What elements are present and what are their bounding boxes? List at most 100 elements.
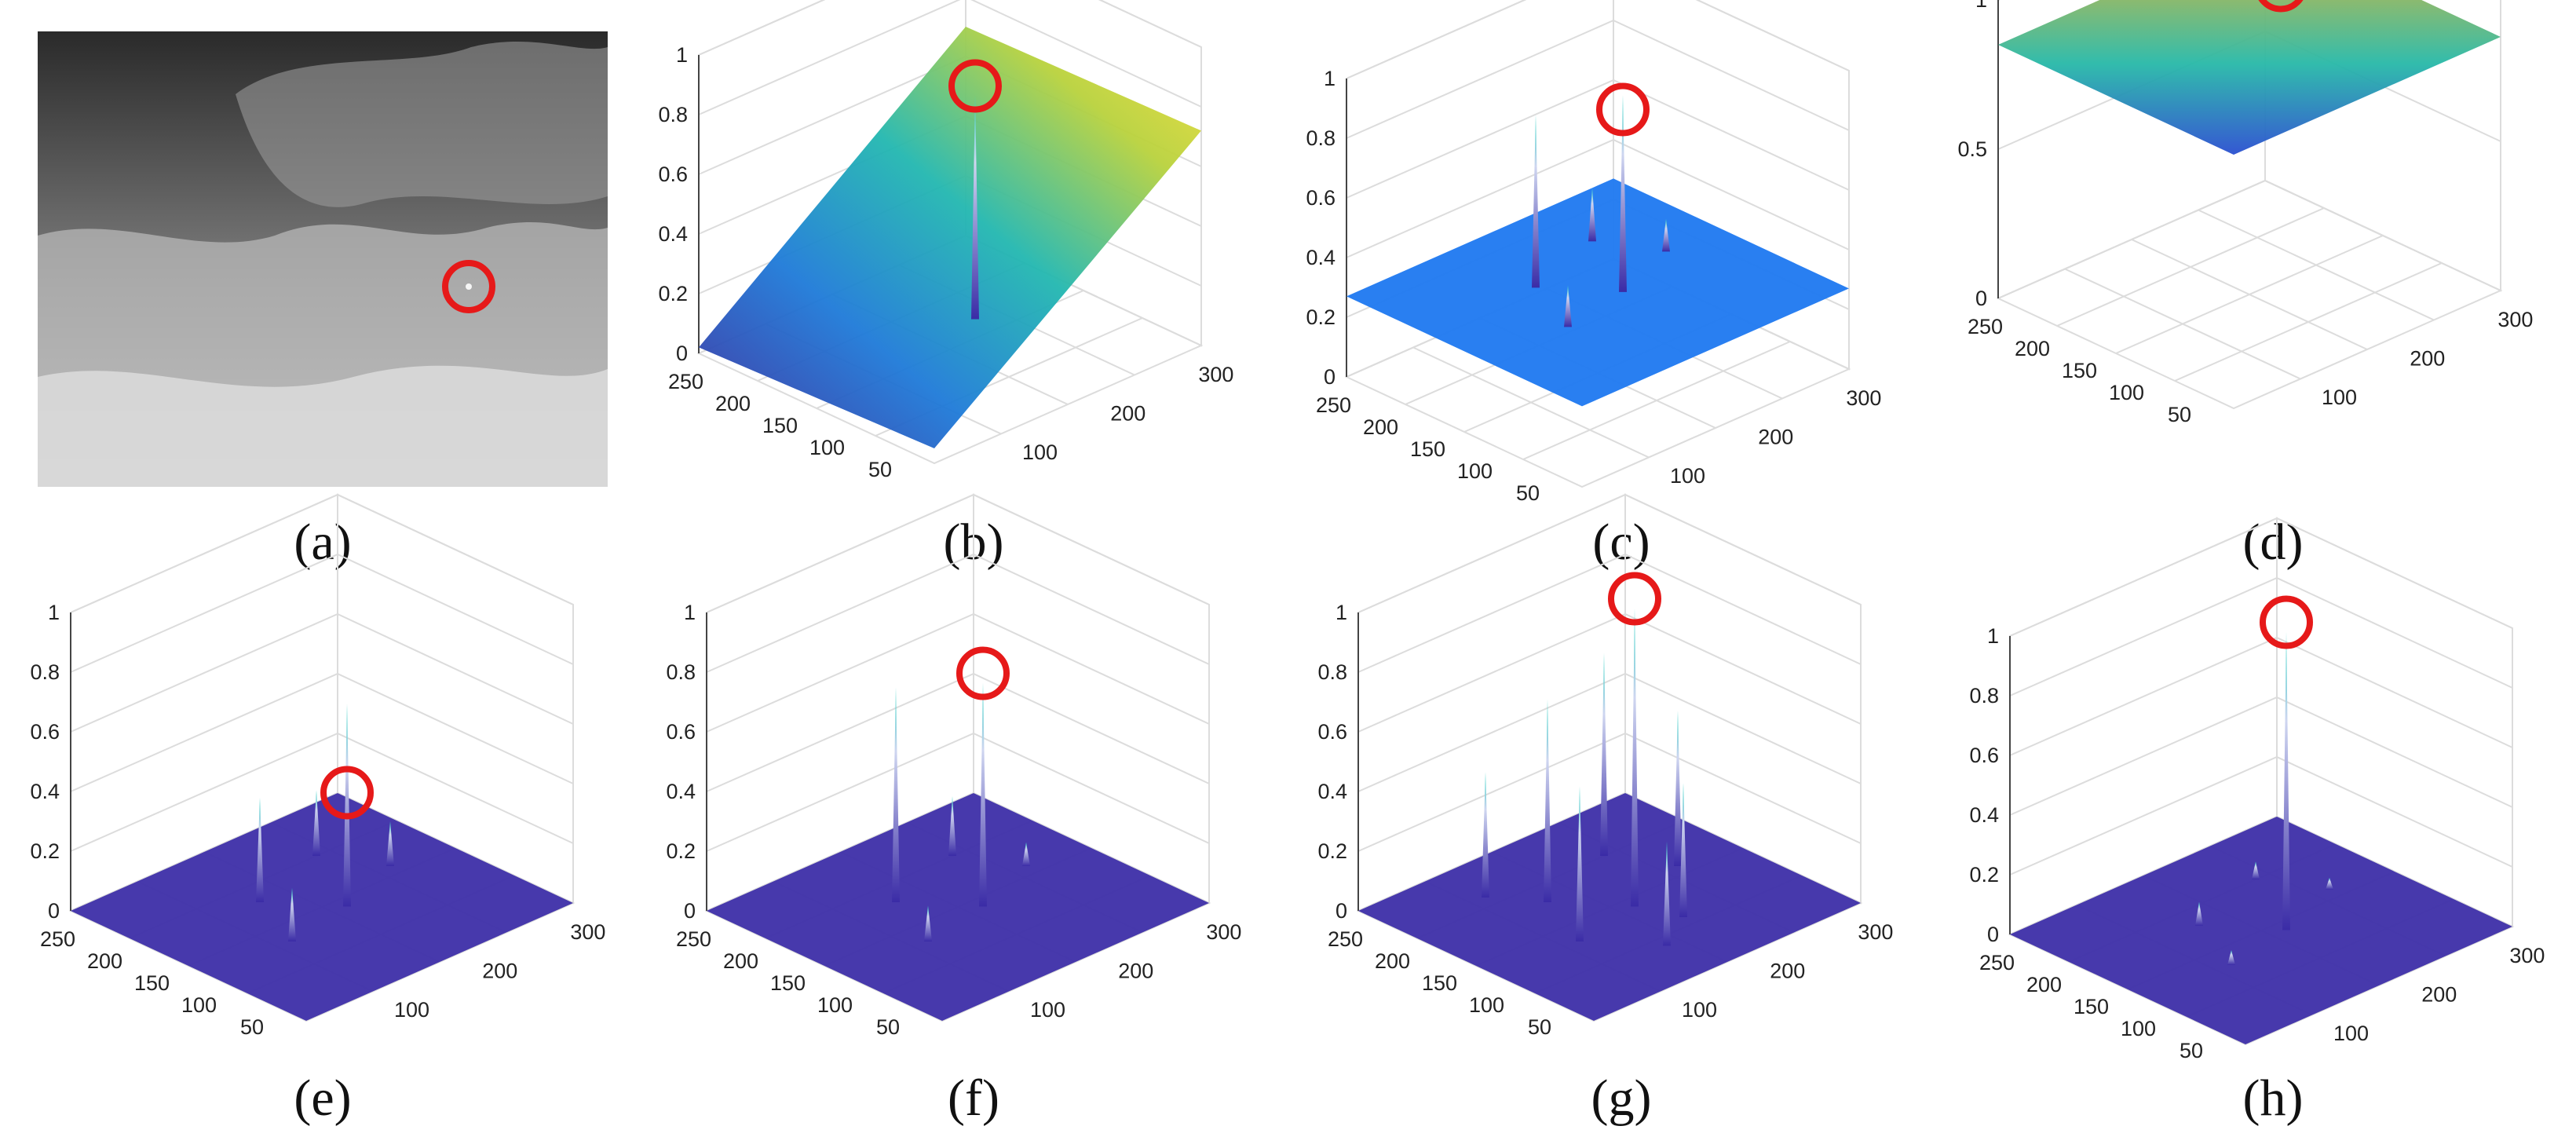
z-grid-line [1357,493,1862,613]
y-tick-label: 50 [1528,1015,1551,1039]
z-tick-label: 0.2 [1317,839,1347,863]
spike-peak [1674,711,1682,866]
z-tick-label: 0 [684,899,696,923]
z-grid-line [706,553,1210,673]
surface-mesh [1346,178,1849,407]
surface-plot-b: 0 0.2 0.4 0.6 0.8 1 250 200 150 100 50 100 200 300 [658,0,1233,481]
z-grid-line [1346,19,1850,139]
y-tick-label: 150 [134,971,170,995]
y-tick-label: 250 [1968,315,2003,338]
y-tick-label: 50 [868,458,892,481]
y-tick-label: 50 [2180,1039,2203,1062]
z-tick-label: 0.8 [658,103,688,126]
z-tick-label: 0.2 [1306,305,1336,329]
spike-peak [948,796,956,856]
z-tick-label: 1 [1324,67,1336,90]
target-ring [948,59,1002,113]
caption-f: (f) [948,1069,999,1127]
z-grid-line [706,732,1210,852]
y-tick-label: 150 [770,971,806,995]
spike-peak [1564,285,1572,327]
x-tick-label: 200 [2421,983,2457,1007]
surface-plot-h: 0 0.2 0.4 0.6 0.8 1 250 200 150 100 50 100 200 300 [1969,517,2545,1062]
target-ring [320,766,374,820]
surface-plot-g: 0 0.2 0.4 0.6 0.8 1 250 200 150 100 50 100 200 300 [1317,493,1893,1039]
z-grid-line [2009,696,2513,816]
spike-peak [1544,699,1551,902]
y-tick-label: 100 [809,436,845,459]
x-tick-label: 300 [2497,308,2533,331]
y-tick-label: 50 [876,1015,900,1039]
spike-peak [1679,783,1687,917]
y-tick-label: 150 [2062,359,2097,382]
z-tick-label: 0.6 [1969,744,1999,767]
grid-line [2174,262,2443,382]
z-grid-line [2009,636,2513,756]
y-tick-label: 150 [762,414,798,437]
grid-line [2198,209,2435,321]
spike-peak [256,798,264,902]
target-ring [2258,0,2304,13]
spike-peak [2252,861,2260,879]
surface-plot-e: 0 0.2 0.4 0.6 0.8 1 250 200 150 100 50 100 200 300 [30,493,605,1039]
x-tick-label: 100 [1682,998,1717,1022]
surface-mesh [2010,817,2512,1044]
z-tick-label: 0 [1324,365,1336,389]
spike-peak [2227,950,2235,965]
y-tick-label: 50 [2168,403,2191,426]
spike-peak [312,790,320,856]
y-tick-label: 100 [181,993,217,1017]
spike-peak [1532,115,1540,288]
y-tick-label: 200 [87,949,122,973]
z-tick-label: 0.2 [658,282,688,305]
y-tick-label: 200 [2015,337,2050,360]
z-grid-line [1357,732,1862,852]
z-tick-label: 0.6 [1317,720,1347,744]
x-tick-label: 300 [570,920,605,944]
target-ring [2260,595,2313,649]
z-tick-label: 0.4 [30,780,60,803]
z-grid-line [70,672,574,792]
z-grid-line [2009,755,2513,876]
surface-mesh [707,793,1209,1021]
cloud-band [236,41,608,207]
x-tick-label: 100 [1670,464,1705,488]
y-tick-label: 250 [668,370,703,393]
z-tick-label: 0.2 [30,839,60,863]
y-tick-label: 200 [2026,973,2062,996]
x-tick-label: 300 [1846,386,1881,410]
z-tick-label: 1 [684,601,696,624]
x-tick-label: 300 [1206,920,1241,944]
spike-peak [288,887,296,941]
z-grid-line [698,0,1202,115]
z-tick-label: 1 [1987,624,1999,648]
x-tick-label: 200 [1770,960,1805,983]
z-tick-label: 0.8 [30,660,60,684]
z-tick-label: 0.4 [1306,246,1336,269]
surface-plot-f: 0 0.2 0.4 0.6 0.8 1 250 200 150 100 50 100 200 300 [666,493,1241,1039]
target-dot [466,283,472,290]
caption-g: (g) [1591,1069,1652,1127]
spike-peak [1662,218,1670,252]
spike-peak [343,704,351,907]
cloud-band [38,365,608,487]
y-tick-label: 250 [676,927,711,951]
x-tick-label: 100 [2322,386,2357,409]
spike-peak [2282,631,2290,930]
y-tick-label: 50 [240,1015,264,1039]
surface-mesh [699,27,1201,448]
surface-mesh [1998,0,2501,155]
x-tick-label: 200 [482,960,517,983]
x-tick-label: 100 [2333,1022,2369,1045]
y-tick-label: 100 [2121,1017,2156,1040]
z-tick-label: 1 [48,601,60,624]
z-tick-label: 0.6 [1306,186,1336,210]
surface-plot-c: 0 0.2 0.4 0.6 0.8 1 250 200 150 100 50 100 200 300 [1306,0,1881,505]
x-tick-label: 200 [1110,402,1145,426]
z-tick-label: 0.8 [1317,660,1347,684]
z-tick-label: 0 [1336,899,1347,923]
z-tick-label: 0.2 [666,839,696,863]
target-ring [956,646,1010,700]
z-tick-label: 0 [676,342,688,365]
